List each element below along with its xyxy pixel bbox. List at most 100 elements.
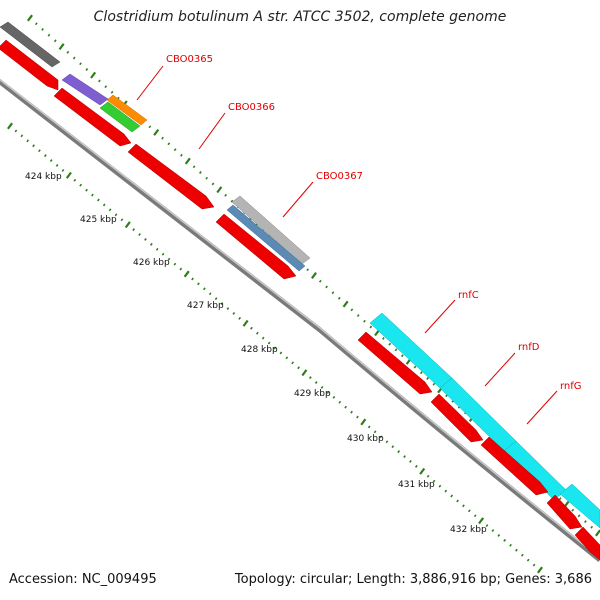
- cds-arrow[interactable]: [574, 526, 600, 561]
- tick-mark: [320, 386, 324, 389]
- scale-label: 427 kbp: [187, 301, 224, 311]
- tick-mark: [403, 455, 406, 458]
- scale-label: 431 kbp: [398, 480, 435, 490]
- tick-mark: [409, 460, 412, 463]
- tick-mark: [161, 136, 164, 140]
- tick-mark: [314, 381, 318, 384]
- tick-mark: [20, 134, 24, 138]
- tick-mark: [478, 517, 485, 525]
- tick-mark: [208, 292, 212, 296]
- tick-mark: [55, 164, 59, 167]
- cds-arrow[interactable]: [546, 494, 583, 530]
- tick-mark: [98, 79, 101, 83]
- cds-arrow[interactable]: [215, 213, 297, 280]
- feature-bluegray[interactable]: [226, 204, 306, 272]
- scale-label: 428 kbp: [241, 345, 278, 355]
- tick-mark: [391, 445, 395, 449]
- gene-label-rnfg[interactable]: rnfG: [560, 381, 582, 392]
- tick-mark: [419, 467, 426, 475]
- tick-mark: [65, 171, 72, 179]
- tick-mark: [216, 186, 223, 194]
- tick-mark: [132, 228, 136, 232]
- tick-mark: [306, 268, 310, 272]
- tick-mark: [473, 514, 477, 518]
- tick-mark: [584, 520, 587, 523]
- gene-label-cbo0367[interactable]: CBO0367: [316, 171, 363, 182]
- tick-mark: [7, 122, 13, 130]
- tick-mark: [79, 183, 83, 187]
- tick-mark: [397, 450, 401, 454]
- cds-arrow[interactable]: [53, 87, 132, 147]
- tick-mark: [226, 307, 230, 310]
- tick-mark: [192, 165, 196, 169]
- map-title: Clostridium botulinum A str. ATCC 3502, …: [93, 9, 507, 25]
- tick-mark: [363, 319, 366, 323]
- tick-mark: [590, 525, 594, 529]
- tick-mark: [173, 262, 177, 266]
- tick-mark: [273, 346, 277, 350]
- tick-mark: [308, 376, 312, 380]
- tick-mark: [41, 28, 44, 31]
- scale-labels: 424 kbp 425 kbp 426 kbp 427 kbp 428 kbp …: [25, 172, 487, 535]
- tick-mark: [438, 484, 442, 488]
- cds-arrow[interactable]: [127, 143, 215, 210]
- tick-mark: [205, 176, 209, 180]
- tick-mark: [47, 33, 51, 37]
- tick-mark: [356, 415, 359, 419]
- gene-label-cbo0365[interactable]: CBO0365: [166, 54, 213, 65]
- cds-arrow[interactable]: [0, 39, 59, 91]
- tick-mark: [96, 198, 100, 202]
- tick-mark: [79, 62, 82, 66]
- tick-mark: [332, 395, 336, 399]
- tick-mark: [426, 474, 430, 478]
- tick-mark: [382, 337, 385, 340]
- tick-mark: [311, 272, 317, 279]
- tick-mark: [462, 504, 465, 508]
- tick-mark: [149, 242, 153, 246]
- feature-green[interactable]: [99, 101, 141, 133]
- tick-mark: [173, 148, 177, 152]
- tick-mark: [250, 326, 253, 330]
- cds-arrow[interactable]: [357, 331, 433, 395]
- gene-label-cbo0366[interactable]: CBO0366: [228, 102, 275, 113]
- cds-arrow[interactable]: [480, 436, 549, 496]
- gene-label-rnfc[interactable]: rnfC: [458, 290, 479, 301]
- tick-mark: [400, 354, 404, 358]
- tick-mark: [331, 291, 335, 295]
- gene-label-rnfd[interactable]: rnfD: [518, 342, 540, 353]
- feature-bluegray-light[interactable]: [231, 195, 311, 265]
- tick-mark: [199, 171, 202, 174]
- tick-mark: [238, 316, 242, 320]
- tick-mark: [211, 182, 215, 186]
- tick-mark: [497, 534, 501, 537]
- feature-cyan-next[interactable]: [559, 483, 600, 529]
- tick-mark: [369, 325, 373, 329]
- tick-mark: [161, 252, 165, 256]
- tick-mark: [34, 22, 38, 26]
- tick-mark: [367, 425, 371, 429]
- scale-label: 426 kbp: [133, 258, 170, 268]
- scale-label: 425 kbp: [80, 215, 117, 225]
- tick-mark: [414, 464, 418, 468]
- tick-mark: [491, 529, 495, 532]
- tick-mark: [509, 543, 512, 547]
- tick-mark: [337, 296, 341, 300]
- tick-mark: [27, 14, 33, 22]
- tick-mark: [85, 188, 88, 192]
- feature-orange[interactable]: [106, 94, 148, 126]
- tick-mark: [102, 203, 106, 207]
- cds-track: [0, 39, 600, 561]
- tick-mark: [350, 410, 353, 414]
- tick-mark: [577, 514, 581, 518]
- feature-gray[interactable]: [0, 21, 61, 68]
- tick-mark: [114, 213, 118, 217]
- tick-mark: [26, 139, 30, 143]
- scale-tick-track: [7, 122, 543, 574]
- tick-mark: [58, 43, 65, 51]
- tick-mark: [232, 312, 236, 315]
- tick-mark: [520, 553, 524, 557]
- tick-mark: [338, 400, 342, 404]
- tick-mark: [318, 279, 322, 283]
- cds-arrow[interactable]: [430, 393, 484, 443]
